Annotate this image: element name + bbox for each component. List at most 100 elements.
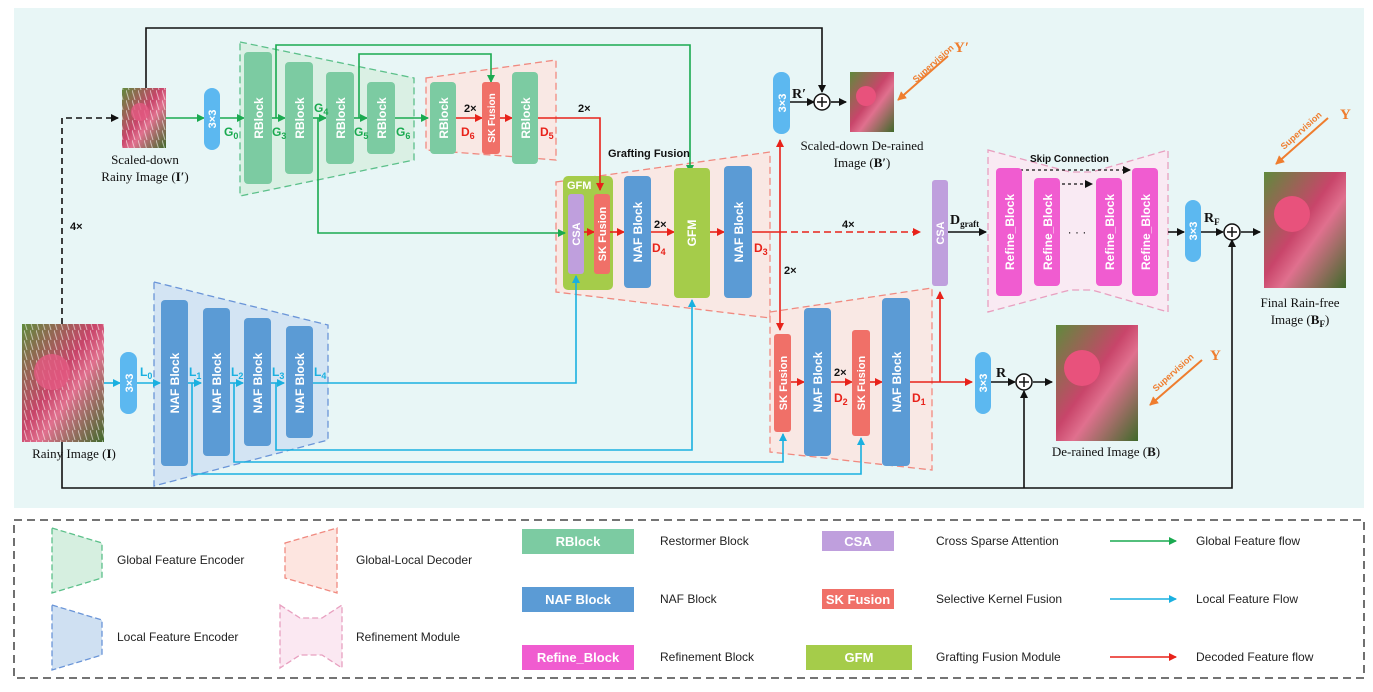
- refine-block-1: Refine_Block: [996, 168, 1022, 296]
- svg-text:3×3: 3×3: [1188, 222, 1200, 241]
- svg-text:SK Fusion: SK Fusion: [778, 356, 790, 411]
- final-caption-line1: Final Rain-free: [1260, 295, 1339, 310]
- derained-image: [1056, 325, 1138, 441]
- label-g6: G6: [396, 125, 410, 141]
- label-l0: L0: [140, 365, 152, 381]
- svg-text:NAF Block: NAF Block: [293, 352, 307, 413]
- gfm-container-label: GFM: [567, 180, 591, 192]
- naf-block-local-3: NAF Block: [244, 318, 271, 446]
- skip-connection-label: Skip Connection: [1030, 154, 1109, 165]
- y-label-final: Y: [1340, 107, 1351, 123]
- global-to-gfm-line: [275, 44, 694, 173]
- label-g3: G3: [272, 125, 286, 141]
- svg-text:3×3: 3×3: [777, 94, 789, 113]
- svg-text:Refine_Block: Refine_Block: [1139, 194, 1153, 270]
- rblock-decoder-1: RBlock: [430, 82, 456, 154]
- legend-naf-chip-label: NAF Block: [545, 592, 612, 607]
- global-to-skfusion-line: [358, 53, 495, 118]
- naf-block-lower-1: NAF Block: [804, 308, 831, 456]
- rblock-1: RBlock: [244, 52, 272, 184]
- final-caption-line2: Image (BF): [1271, 312, 1330, 329]
- rblock-4: RBlock: [367, 82, 395, 154]
- derained-caption: De-rained Image (B): [1052, 444, 1160, 459]
- legend-naf-chip: [522, 587, 634, 612]
- legend-local-flow-label: Local Feature Flow: [1196, 592, 1298, 606]
- svg-text:Refine_Block: Refine_Block: [1103, 194, 1117, 270]
- svg-text:RBlock: RBlock: [375, 97, 389, 139]
- rainy-caption: Rainy Image (I): [32, 446, 116, 461]
- conv-block-lower-out: 3×3: [975, 352, 991, 414]
- legend-gfm-desc: Grafting Fusion Module: [936, 650, 1061, 664]
- label-l2: L2: [231, 365, 243, 381]
- local-to-csa-line: [313, 275, 580, 384]
- refine-block-4: Refine_Block: [1132, 168, 1158, 296]
- scaled-down-derained-caption-line2: Image (B′): [834, 155, 891, 170]
- decoded-flow-d5: [538, 117, 604, 191]
- legend-csa-chip: [822, 531, 894, 551]
- y-label-lower: Y: [1210, 348, 1221, 364]
- legend-sk-chip: [822, 589, 894, 609]
- sk-fusion-lower-2: SK Fusion: [852, 330, 870, 436]
- legend-csa-chip-label: CSA: [844, 534, 872, 549]
- legend-refinement-module-swatch: [279, 603, 343, 670]
- label-l4: L4: [314, 365, 326, 381]
- legend-local-encoder-label: Local Feature Encoder: [117, 630, 238, 644]
- local-to-sk-lower-line: [233, 383, 787, 463]
- svg-text:Refine_Block: Refine_Block: [1003, 194, 1017, 270]
- refine-block-2: Refine_Block: [1034, 178, 1060, 286]
- legend-gfm-chip: [806, 645, 912, 670]
- svg-text:3×3: 3×3: [207, 110, 219, 129]
- label-g0: G0: [224, 125, 238, 141]
- rainy-image: [22, 324, 104, 442]
- downscale-dashed-line: [61, 114, 119, 324]
- label-r-prime: R′: [792, 87, 806, 102]
- label-r: R: [996, 366, 1007, 381]
- add-node-lower: [1015, 373, 1033, 391]
- svg-text:NAF Block: NAF Block: [890, 351, 904, 412]
- label-d3: D3: [754, 241, 768, 257]
- legend-decoded-flow-label: Decoded Feature flow: [1196, 650, 1314, 664]
- legend-refine-desc: Refinement Block: [660, 650, 755, 664]
- add-node-upper: [813, 93, 831, 111]
- refinement-module-region: [987, 149, 1169, 313]
- csa-refinement: CSA: [932, 180, 948, 286]
- label-d4: D4: [652, 241, 666, 257]
- legend-naf-desc: NAF Block: [660, 592, 718, 606]
- label-d5: D5: [540, 125, 554, 141]
- label-l3: L3: [272, 365, 284, 381]
- svg-text:RBlock: RBlock: [519, 97, 533, 139]
- legend-csa-desc: Cross Sparse Attention: [936, 534, 1059, 548]
- naf-block-local-1: NAF Block: [161, 300, 188, 466]
- svg-text:NAF Block: NAF Block: [168, 352, 182, 413]
- legend-local-encoder-swatch: [51, 604, 103, 671]
- svg-text:RBlock: RBlock: [437, 97, 451, 139]
- label-g5: G5: [354, 125, 368, 141]
- naf-block-local-4: NAF Block: [286, 326, 313, 438]
- legend-global-encoder-swatch: [51, 527, 103, 594]
- scale-2x-middle: 2×: [654, 219, 667, 231]
- grafting-fusion-label: Grafting Fusion: [608, 148, 690, 160]
- legend-rblock-desc: Restormer Block: [660, 534, 750, 548]
- global-to-csa-line: [317, 118, 566, 237]
- legend-refine-chip-label: Refine_Block: [537, 650, 620, 665]
- rblock-decoder-2: RBlock: [512, 72, 538, 164]
- svg-text:SK Fusion: SK Fusion: [597, 207, 609, 262]
- scaled-down-derained-image: [850, 72, 894, 132]
- svg-text:NAF Block: NAF Block: [631, 201, 645, 262]
- svg-text:RBlock: RBlock: [252, 97, 266, 139]
- label-dgraft: Dgraft: [950, 213, 979, 229]
- svg-text:GFM: GFM: [685, 220, 699, 247]
- label-l1: L1: [189, 365, 201, 381]
- conv-block-local: 3×3: [120, 352, 137, 414]
- scaled-down-rainy-caption-line2: Rainy Image (I′): [101, 169, 188, 184]
- global-feature-labels: G0 G3 G4 G5 G6: [224, 101, 410, 141]
- legend-global-local-decoder-swatch: [284, 527, 338, 594]
- label-d6: D6: [461, 125, 475, 141]
- svg-text:NAF Block: NAF Block: [251, 352, 265, 413]
- refine-ellipsis: · · ·: [1068, 225, 1087, 239]
- scaled-input-skip-line: [145, 27, 826, 93]
- csa-middle: CSA: [568, 194, 584, 274]
- sk-fusion-middle: SK Fusion: [594, 194, 610, 274]
- scale-2x-lower: 2×: [834, 367, 847, 379]
- naf-block-local-2: NAF Block: [203, 308, 230, 456]
